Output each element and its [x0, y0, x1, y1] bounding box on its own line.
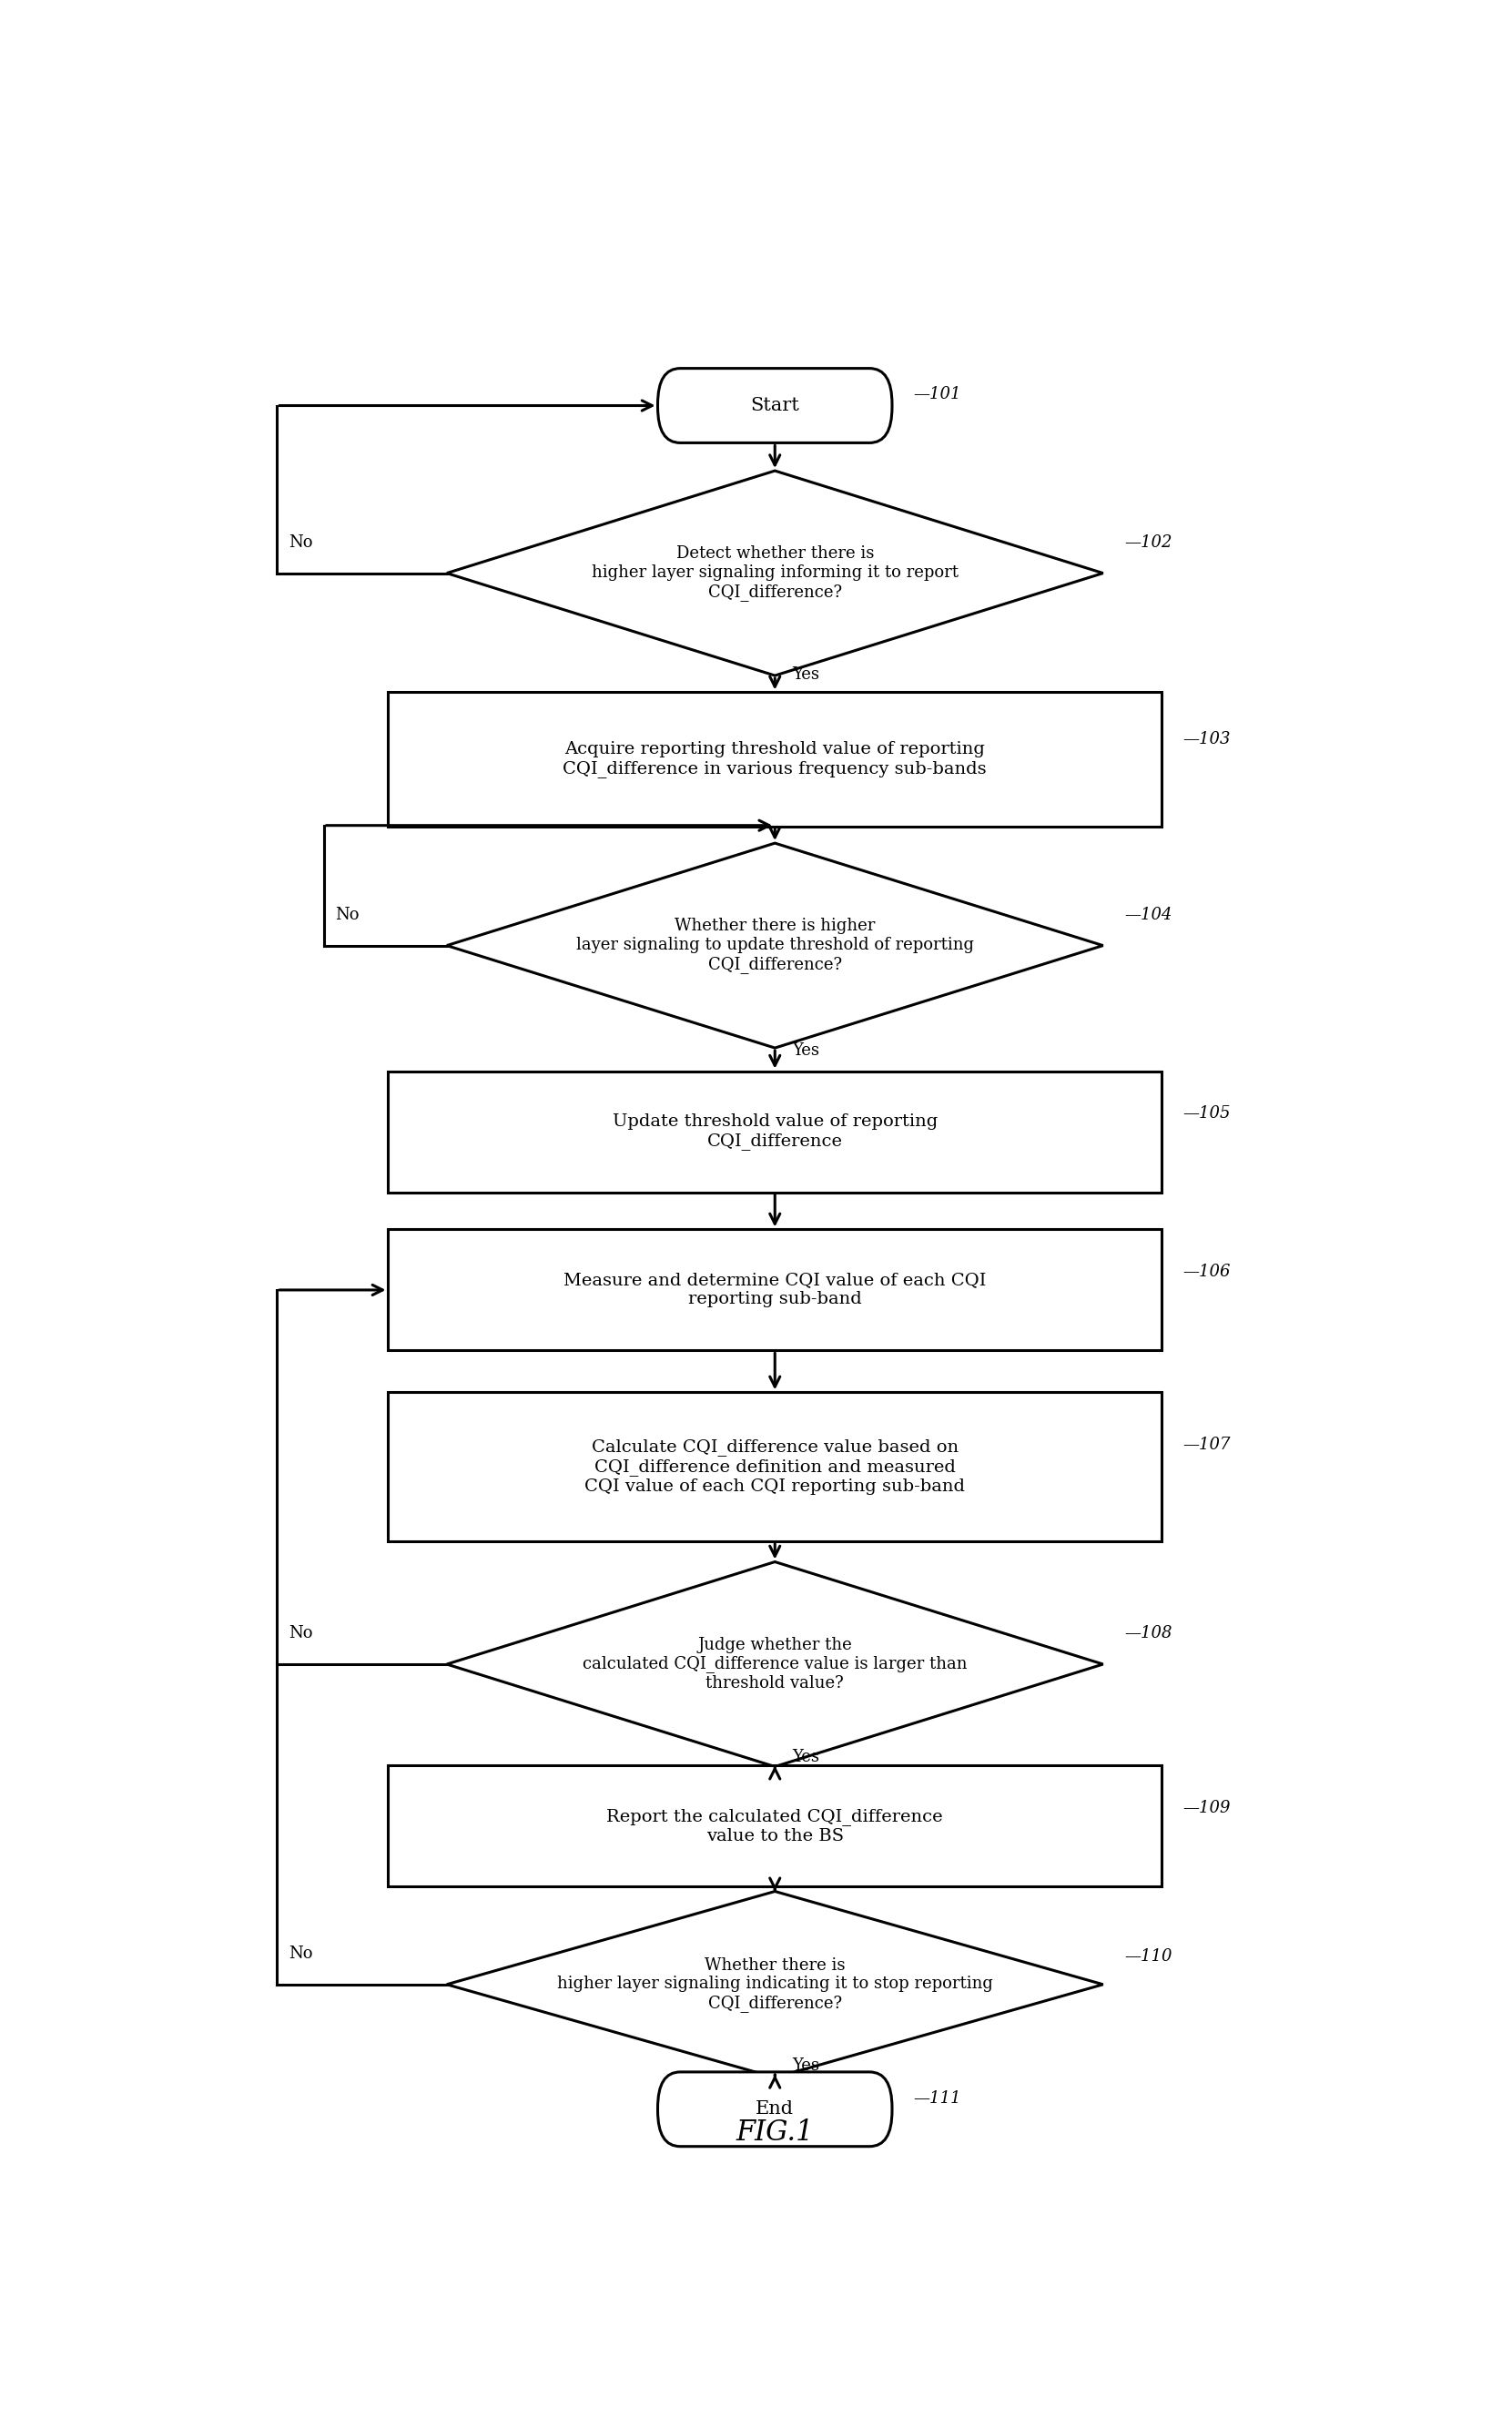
Text: Yes: Yes — [792, 2058, 820, 2075]
Text: Calculate CQI_difference value based on
CQI_difference definition and measured
C: Calculate CQI_difference value based on … — [585, 1439, 965, 1494]
Text: —101: —101 — [913, 387, 962, 404]
Text: —104: —104 — [1123, 907, 1172, 924]
Text: Yes: Yes — [792, 1748, 820, 1765]
Polygon shape — [448, 472, 1104, 675]
Text: —110: —110 — [1123, 1949, 1172, 1966]
Text: —108: —108 — [1123, 1625, 1172, 1642]
Text: Yes: Yes — [792, 667, 820, 682]
Text: —105: —105 — [1182, 1105, 1231, 1122]
Text: —103: —103 — [1182, 730, 1231, 747]
Text: Report the calculated CQI_difference
value to the BS: Report the calculated CQI_difference val… — [606, 1809, 943, 1845]
Text: Start: Start — [750, 397, 800, 413]
Text: —111: —111 — [913, 2089, 962, 2106]
Bar — [389, 1765, 1161, 1886]
Bar — [389, 1393, 1161, 1540]
Text: No: No — [336, 907, 360, 924]
Text: End: End — [756, 2101, 794, 2118]
Bar — [389, 692, 1161, 827]
Text: —109: —109 — [1182, 1799, 1231, 1816]
Text: No: No — [289, 1946, 313, 1961]
Text: FIG.1: FIG.1 — [736, 2118, 813, 2147]
Bar — [389, 1228, 1161, 1352]
FancyBboxPatch shape — [658, 368, 892, 442]
Text: Measure and determine CQI value of each CQI
reporting sub-band: Measure and determine CQI value of each … — [564, 1272, 986, 1308]
Text: Yes: Yes — [792, 1042, 820, 1059]
Text: Whether there is higher
layer signaling to update threshold of reporting
CQI_dif: Whether there is higher layer signaling … — [576, 919, 974, 972]
Polygon shape — [448, 1562, 1104, 1768]
Text: Detect whether there is
higher layer signaling informing it to report
CQI_differ: Detect whether there is higher layer sig… — [591, 546, 959, 600]
Text: —102: —102 — [1123, 534, 1172, 551]
Text: Update threshold value of reporting
CQI_difference: Update threshold value of reporting CQI_… — [612, 1115, 937, 1151]
Bar — [389, 1071, 1161, 1192]
Text: Acquire reporting threshold value of reporting
CQI_difference in various frequen: Acquire reporting threshold value of rep… — [562, 742, 987, 779]
Text: Whether there is
higher layer signaling indicating it to stop reporting
CQI_diff: Whether there is higher layer signaling … — [556, 1956, 993, 2012]
Text: —107: —107 — [1182, 1436, 1231, 1453]
FancyBboxPatch shape — [658, 2072, 892, 2147]
Text: No: No — [289, 534, 313, 551]
Text: —106: —106 — [1182, 1265, 1231, 1279]
Polygon shape — [448, 844, 1104, 1047]
Polygon shape — [448, 1891, 1104, 2077]
Text: No: No — [289, 1625, 313, 1642]
Text: Judge whether the
calculated CQI_difference value is larger than
threshold value: Judge whether the calculated CQI_differe… — [582, 1637, 968, 1693]
